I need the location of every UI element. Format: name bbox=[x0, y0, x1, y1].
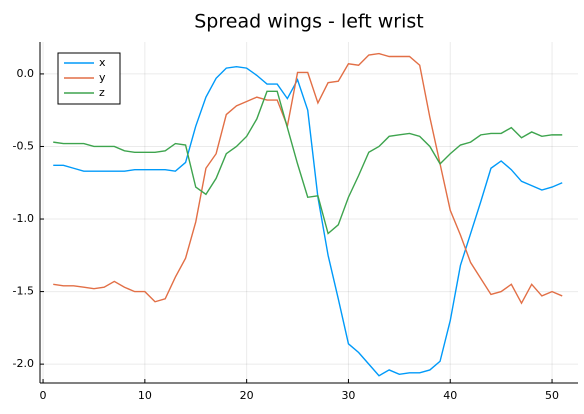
chart-title: Spread wings - left wrist bbox=[194, 11, 424, 33]
legend-label: z bbox=[99, 86, 105, 99]
x-tick-label: 40 bbox=[443, 389, 457, 402]
y-tick-label: -2.0 bbox=[13, 357, 34, 370]
y-tick-label: -0.5 bbox=[13, 139, 34, 152]
series-line bbox=[53, 90, 563, 235]
y-tick-label: -1.5 bbox=[13, 285, 34, 298]
legend-label: y bbox=[99, 71, 106, 84]
y-tick-label: 0.0 bbox=[17, 67, 35, 80]
y-tick-label: -1.0 bbox=[13, 212, 34, 225]
legend-label: x bbox=[99, 56, 106, 69]
x-tick-label: 0 bbox=[40, 389, 47, 402]
series-line bbox=[53, 52, 563, 305]
x-tick-label: 50 bbox=[545, 389, 559, 402]
x-tick-label: 20 bbox=[240, 389, 254, 402]
x-tick-label: 10 bbox=[138, 389, 152, 402]
series-line bbox=[53, 65, 563, 377]
x-tick-label: 30 bbox=[341, 389, 355, 402]
